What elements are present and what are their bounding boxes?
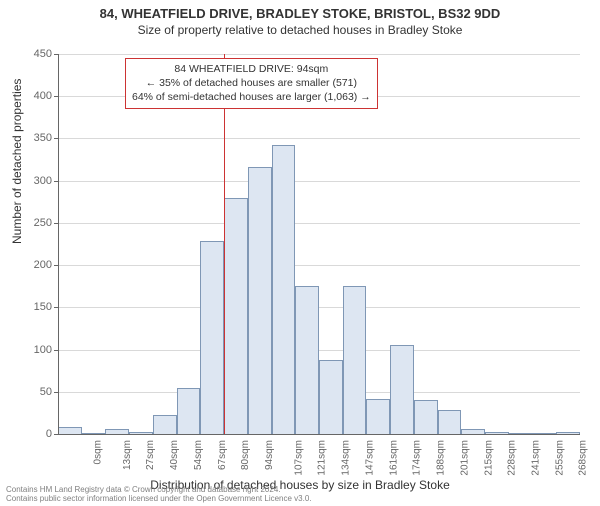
chart-title-sub: Size of property relative to detached ho… xyxy=(0,23,600,37)
y-tick-label: 150 xyxy=(22,301,52,313)
x-tick-label: 255sqm xyxy=(554,440,565,476)
footer-attribution: Contains HM Land Registry data © Crown c… xyxy=(6,485,312,504)
histogram-bar xyxy=(224,198,248,434)
x-tick-label: 188sqm xyxy=(436,440,447,476)
y-tick-label: 400 xyxy=(22,90,52,102)
annotation-box: 84 WHEATFIELD DRIVE: 94sqm← 35% of detac… xyxy=(125,58,378,109)
x-tick-label: 27sqm xyxy=(145,440,156,470)
y-tick-label: 250 xyxy=(22,217,52,229)
histogram-bar xyxy=(200,241,224,434)
x-tick-label: 107sqm xyxy=(293,440,304,476)
y-tick-label: 450 xyxy=(22,48,52,60)
grid-line xyxy=(58,54,580,55)
x-tick-label: 80sqm xyxy=(240,440,251,470)
x-tick-label: 268sqm xyxy=(578,440,589,476)
x-axis-line xyxy=(58,434,580,435)
y-tick-label: 100 xyxy=(22,344,52,356)
y-axis-line xyxy=(58,54,59,434)
histogram-bar xyxy=(272,145,296,434)
footer-line2: Contains public sector information licen… xyxy=(6,494,312,504)
chart-plot-area xyxy=(58,54,580,434)
histogram-bar xyxy=(177,388,201,434)
grid-line xyxy=(58,265,580,266)
x-tick-label: 134sqm xyxy=(341,440,352,476)
x-tick-label: 67sqm xyxy=(217,440,228,470)
histogram-bar xyxy=(153,415,177,434)
y-tick-label: 350 xyxy=(22,132,52,144)
property-marker-line xyxy=(224,54,225,434)
histogram-bar xyxy=(414,400,438,434)
annotation-line2: ← 35% of detached houses are smaller (57… xyxy=(132,76,371,90)
x-tick-label: 215sqm xyxy=(483,440,494,476)
y-tick-label: 300 xyxy=(22,175,52,187)
histogram-bar xyxy=(295,286,319,434)
x-tick-label: 54sqm xyxy=(193,440,204,470)
histogram-bar xyxy=(366,399,390,434)
annotation-line3: 64% of semi-detached houses are larger (… xyxy=(132,90,371,104)
y-tick-label: 0 xyxy=(22,428,52,440)
x-tick-label: 13sqm xyxy=(122,440,133,470)
grid-line xyxy=(58,138,580,139)
chart-title-main: 84, WHEATFIELD DRIVE, BRADLEY STOKE, BRI… xyxy=(0,6,600,21)
grid-line xyxy=(58,181,580,182)
annotation-line1: 84 WHEATFIELD DRIVE: 94sqm xyxy=(132,62,371,76)
y-tick-label: 200 xyxy=(22,259,52,271)
histogram-bar xyxy=(438,410,462,434)
histogram-bar xyxy=(390,345,414,434)
grid-line xyxy=(58,307,580,308)
x-tick-label: 147sqm xyxy=(364,440,375,476)
x-tick-label: 0sqm xyxy=(92,440,103,464)
x-tick-label: 241sqm xyxy=(531,440,542,476)
x-tick-label: 40sqm xyxy=(169,440,180,470)
footer-line1: Contains HM Land Registry data © Crown c… xyxy=(6,485,312,495)
x-tick-label: 201sqm xyxy=(459,440,470,476)
grid-line xyxy=(58,223,580,224)
grid-line xyxy=(58,350,580,351)
histogram-bar xyxy=(248,167,272,434)
x-tick-label: 228sqm xyxy=(507,440,518,476)
x-tick-label: 94sqm xyxy=(264,440,275,470)
y-tick-label: 50 xyxy=(22,386,52,398)
histogram-bar xyxy=(319,360,343,434)
x-tick-label: 161sqm xyxy=(388,440,399,476)
x-tick-label: 121sqm xyxy=(317,440,328,476)
x-tick-label: 174sqm xyxy=(412,440,423,476)
histogram-bar xyxy=(58,427,82,434)
histogram-bar xyxy=(343,286,367,434)
